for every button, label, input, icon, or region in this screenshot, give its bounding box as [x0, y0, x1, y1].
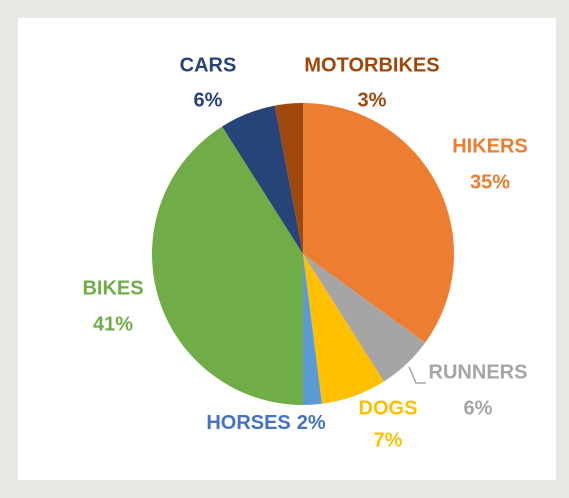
category-label: BIKES	[82, 277, 143, 299]
pie	[151, 103, 454, 406]
category-label: DOGS	[359, 397, 418, 419]
value-label: 7%	[374, 429, 403, 451]
value-label: 41%	[93, 313, 133, 335]
slice	[222, 105, 303, 254]
slice-label: HORSES 2%	[206, 412, 326, 434]
value-label: 6%	[464, 397, 493, 419]
value-label: 3%	[358, 89, 387, 111]
slice	[303, 254, 426, 382]
value-label: 6%	[194, 89, 223, 111]
slice	[303, 103, 454, 343]
category-label: CARS	[180, 54, 237, 76]
category-label: HIKERS	[452, 135, 528, 157]
slice	[151, 126, 303, 406]
category-label: HORSES	[206, 412, 290, 434]
labels: HIKERS 35% RUNNERS 6% DOGS 7% HORSES 2% BIKES 41%…	[82, 54, 527, 451]
value-label: 2%	[297, 412, 326, 434]
category-label: MOTORBIKES	[304, 54, 439, 76]
slice	[274, 103, 303, 254]
category-label: RUNNERS	[429, 361, 528, 383]
value-label: 35%	[470, 171, 510, 193]
leader-line	[408, 366, 426, 384]
slice	[303, 254, 384, 404]
slice	[303, 254, 322, 405]
